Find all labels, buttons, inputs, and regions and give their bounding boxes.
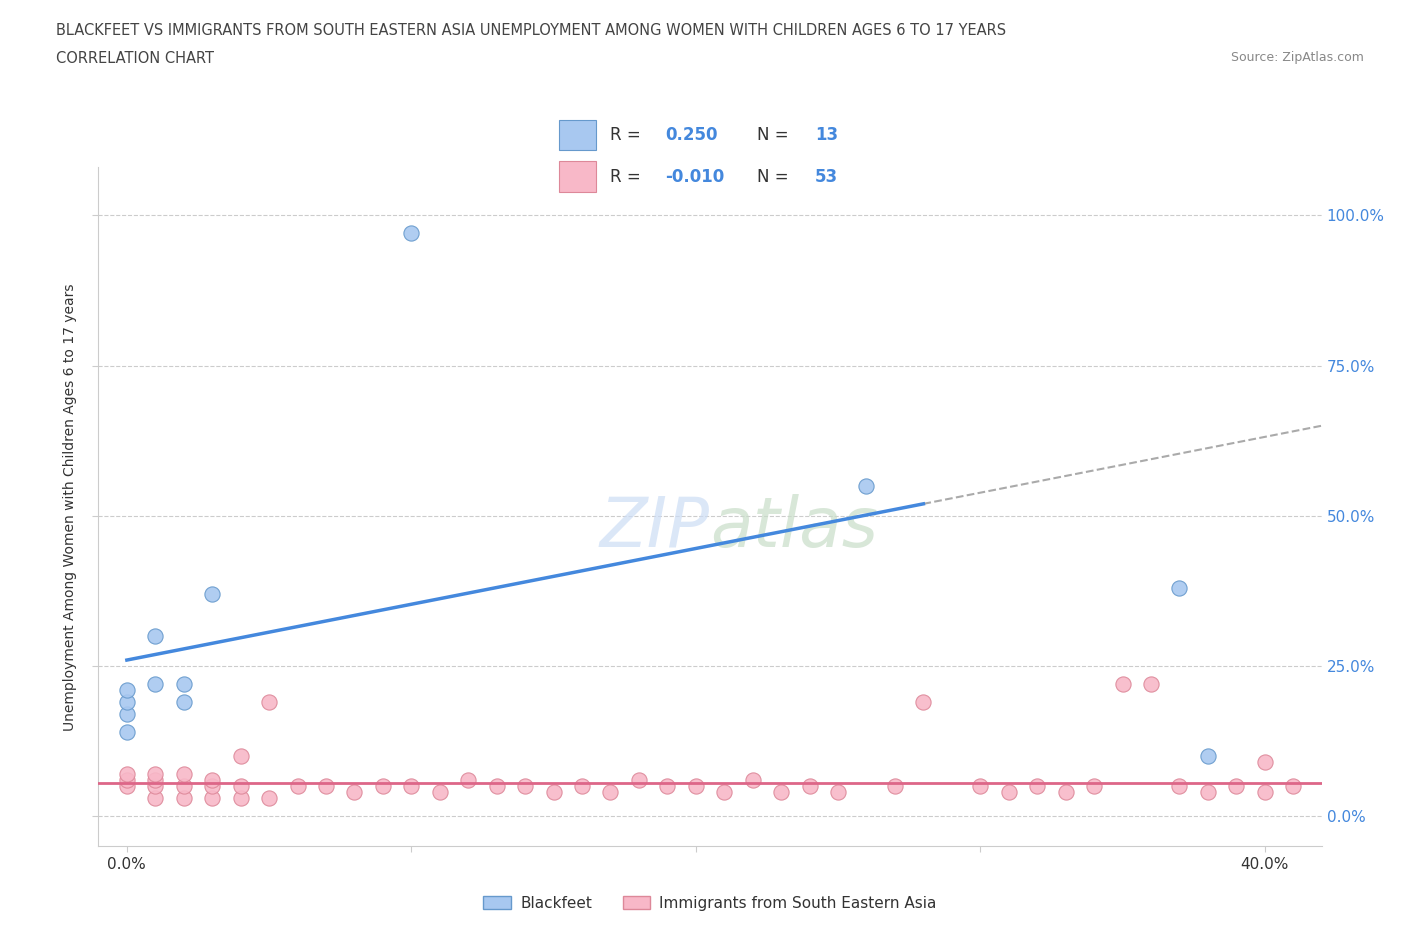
Point xyxy=(229,790,252,805)
Text: 53: 53 xyxy=(815,168,838,186)
Text: atlas: atlas xyxy=(710,494,877,561)
Point xyxy=(513,778,536,793)
Point xyxy=(143,773,166,788)
Point xyxy=(827,785,849,800)
Text: R =: R = xyxy=(610,126,641,144)
Point xyxy=(1197,785,1219,800)
Point xyxy=(657,778,679,793)
Point xyxy=(257,790,280,805)
Point xyxy=(343,785,366,800)
Point xyxy=(143,778,166,793)
Point xyxy=(485,778,508,793)
Point xyxy=(115,773,138,788)
Text: -0.010: -0.010 xyxy=(665,168,724,186)
Point xyxy=(371,778,394,793)
Text: N =: N = xyxy=(756,126,789,144)
Point xyxy=(1282,778,1305,793)
Point xyxy=(143,629,166,644)
Point xyxy=(543,785,565,800)
Point xyxy=(287,778,309,793)
FancyBboxPatch shape xyxy=(560,120,596,151)
Y-axis label: Unemployment Among Women with Children Ages 6 to 17 years: Unemployment Among Women with Children A… xyxy=(63,283,77,731)
Point xyxy=(855,478,877,493)
Point xyxy=(143,766,166,781)
Text: R =: R = xyxy=(610,168,641,186)
Text: N =: N = xyxy=(756,168,789,186)
Point xyxy=(401,226,423,241)
Text: Source: ZipAtlas.com: Source: ZipAtlas.com xyxy=(1230,51,1364,64)
Point xyxy=(884,778,907,793)
FancyBboxPatch shape xyxy=(560,161,596,192)
Text: BLACKFEET VS IMMIGRANTS FROM SOUTH EASTERN ASIA UNEMPLOYMENT AMONG WOMEN WITH CH: BLACKFEET VS IMMIGRANTS FROM SOUTH EASTE… xyxy=(56,23,1007,38)
Point xyxy=(713,785,735,800)
Point xyxy=(115,683,138,698)
Point xyxy=(201,778,224,793)
Point xyxy=(143,677,166,692)
Point xyxy=(115,724,138,739)
Point xyxy=(1111,677,1133,692)
Text: CORRELATION CHART: CORRELATION CHART xyxy=(56,51,214,66)
Point xyxy=(115,766,138,781)
Point xyxy=(229,778,252,793)
Point xyxy=(115,707,138,722)
Point xyxy=(201,587,224,602)
Point xyxy=(1254,785,1277,800)
Point xyxy=(401,778,423,793)
Point xyxy=(1225,778,1247,793)
Point xyxy=(173,677,195,692)
Point xyxy=(912,695,935,710)
Point xyxy=(997,785,1019,800)
Point xyxy=(457,773,479,788)
Point xyxy=(685,778,707,793)
Point xyxy=(173,790,195,805)
Point xyxy=(1026,778,1049,793)
Point xyxy=(1168,580,1191,595)
Point xyxy=(201,790,224,805)
Point xyxy=(1168,778,1191,793)
Point xyxy=(229,749,252,764)
Text: 0.250: 0.250 xyxy=(665,126,718,144)
Point xyxy=(571,778,593,793)
Text: 13: 13 xyxy=(815,126,838,144)
Point xyxy=(770,785,793,800)
Point xyxy=(799,778,821,793)
Point xyxy=(143,790,166,805)
Point xyxy=(1054,785,1077,800)
Point xyxy=(1140,677,1163,692)
Point xyxy=(173,778,195,793)
Point xyxy=(1197,749,1219,764)
Point xyxy=(173,695,195,710)
Text: ZIP: ZIP xyxy=(600,494,710,561)
Point xyxy=(627,773,650,788)
Point xyxy=(429,785,451,800)
Point xyxy=(741,773,763,788)
Point xyxy=(315,778,337,793)
Legend: Blackfeet, Immigrants from South Eastern Asia: Blackfeet, Immigrants from South Eastern… xyxy=(478,889,942,917)
Point xyxy=(173,766,195,781)
Point xyxy=(1254,755,1277,770)
Point xyxy=(201,773,224,788)
Point xyxy=(1083,778,1105,793)
Point xyxy=(115,695,138,710)
Point xyxy=(969,778,991,793)
Point xyxy=(599,785,621,800)
Point xyxy=(115,778,138,793)
Point xyxy=(257,695,280,710)
